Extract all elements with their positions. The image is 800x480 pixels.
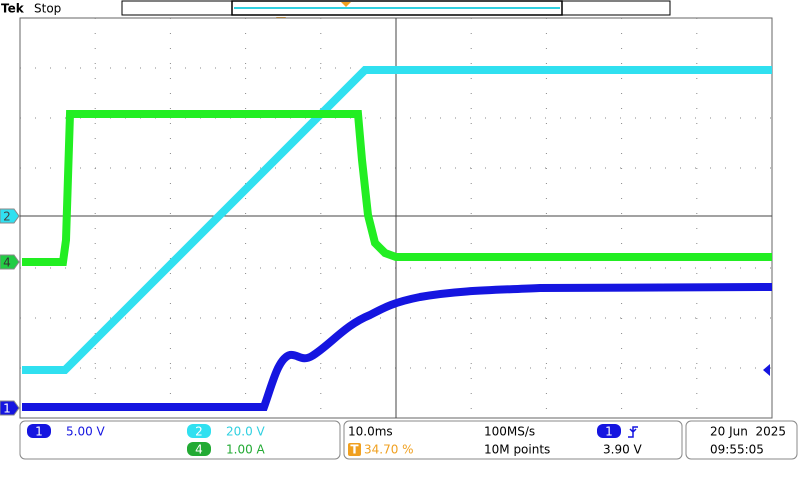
trigger-slope-icon [628, 426, 638, 438]
ch4-marker-label: 4 [3, 256, 11, 270]
brand: Tek [1, 2, 25, 16]
ch1-scale: 5.00 V [66, 425, 106, 439]
ch4-scale: 1.00 A [226, 443, 266, 457]
acq-status: Stop [34, 2, 61, 16]
ch4-marker [0, 254, 20, 270]
trigger-level-marker [763, 364, 770, 376]
trigger-source-badge [597, 424, 621, 438]
record-length: 10M points [484, 443, 550, 457]
ch2-number: 2 [195, 425, 203, 439]
ch1-marker [0, 400, 20, 416]
ch4-trace [22, 110, 772, 266]
trigger-position: 34.70 % [364, 443, 414, 457]
trigger-pos-badge [348, 443, 361, 456]
ch1-number: 1 [35, 425, 43, 439]
ch1-trace [22, 283, 773, 411]
ch2-scale: 20.0 V [226, 425, 266, 439]
time: 09:55:05 [710, 443, 764, 457]
trigger-pos-marker [341, 2, 351, 7]
ch2-marker [0, 208, 20, 224]
ch1-badge [27, 424, 51, 438]
trigger-level: 3.90 V [603, 443, 643, 457]
datetime-panel[interactable] [685, 420, 798, 460]
sample-rate: 100MS/s [484, 425, 535, 439]
date: 20 Jun 2025 [710, 425, 786, 439]
channel-panel[interactable] [19, 420, 341, 460]
trigger-pos-icon: T [350, 443, 359, 457]
ch2-badge [187, 424, 211, 438]
ch1-marker-label: 1 [3, 402, 11, 416]
ch2-marker-label: 2 [3, 210, 11, 224]
ch2-trace [22, 66, 772, 374]
ch4-number: 4 [195, 443, 203, 457]
ch4-badge [187, 442, 211, 456]
time-scale: 10.0ms [348, 425, 393, 439]
trigger-source: 1 [605, 425, 613, 439]
